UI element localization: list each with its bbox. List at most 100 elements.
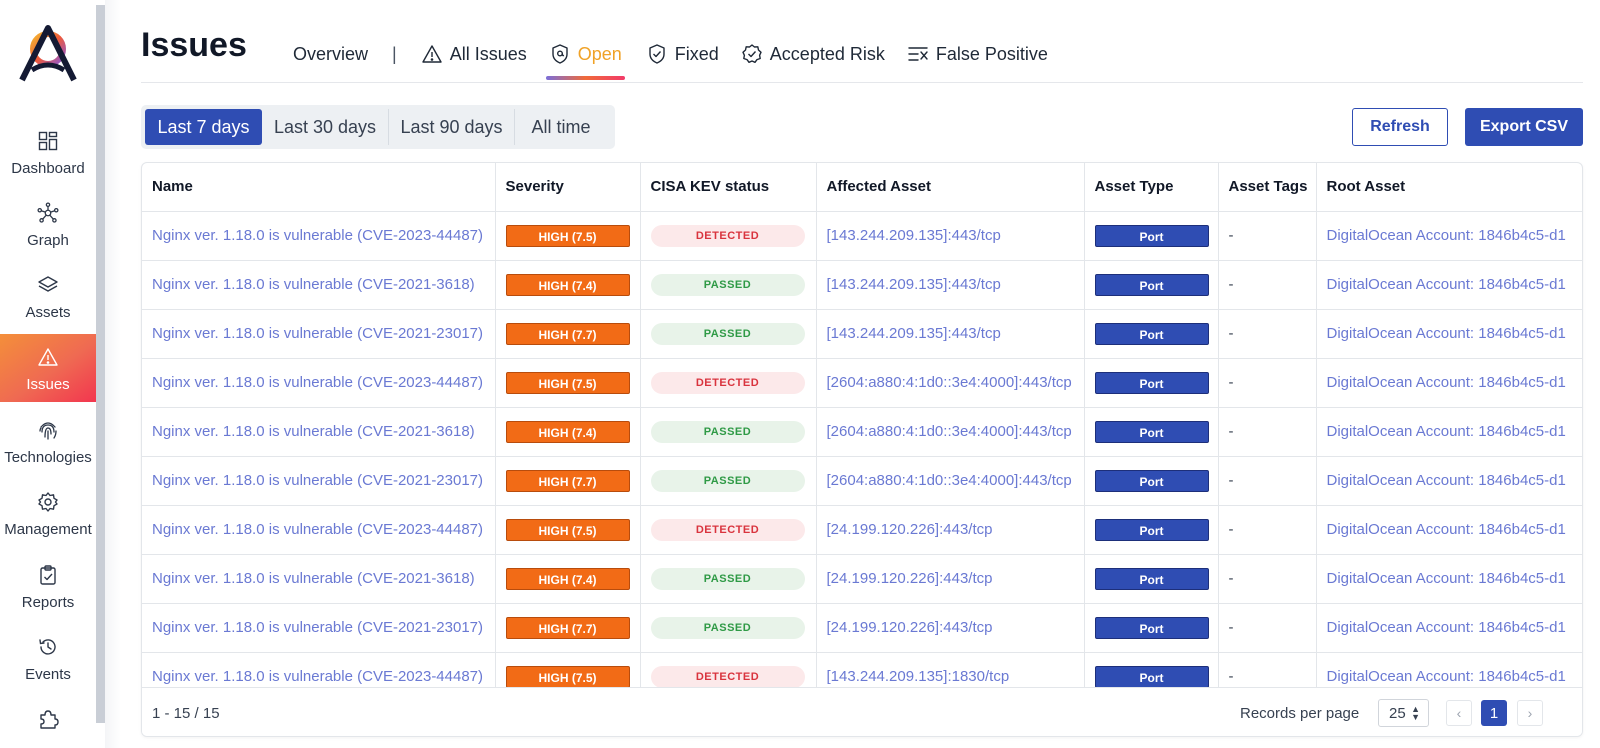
tab-label: Fixed <box>674 43 719 64</box>
asset-type-badge: Port <box>1094 224 1209 247</box>
affected-asset-link[interactable]: [143.244.209.135]:1830/tcp <box>816 652 1085 687</box>
kev-status-badge: PASSED <box>650 616 805 639</box>
records-count: 1 - 15 / 15 <box>152 704 220 722</box>
tab-overview[interactable]: Overview <box>293 40 368 68</box>
asset-type-cell: Port <box>1084 505 1219 555</box>
records-per-page-select[interactable]: 25 ▲ ▼ <box>1378 699 1429 727</box>
table-row: Nginx ver. 1.18.0 is vulnerable (CVE-202… <box>142 652 1582 687</box>
table-row: Nginx ver. 1.18.0 is vulnerable (CVE-202… <box>142 260 1582 310</box>
issue-name-link[interactable]: Nginx ver. 1.18.0 is vulnerable (CVE-202… <box>142 652 496 687</box>
page-1-button[interactable]: 1 <box>1481 700 1507 726</box>
asset-type-cell: Port <box>1084 603 1219 653</box>
affected-asset-link[interactable]: [143.244.209.135]:443/tcp <box>816 260 1085 310</box>
issue-name-link[interactable]: Nginx ver. 1.18.0 is vulnerable (CVE-202… <box>142 456 496 506</box>
previous-page-button[interactable]: ‹ <box>1446 700 1472 726</box>
export-csv-button[interactable]: Export CSV <box>1465 108 1583 146</box>
table-row: Nginx ver. 1.18.0 is vulnerable (CVE-202… <box>142 211 1582 261</box>
asset-type-cell: Port <box>1084 407 1219 457</box>
root-asset-link[interactable]: DigitalOcean Account: 1846b4c5-d1 <box>1316 358 1582 408</box>
column-header-asset-type[interactable]: Asset Type <box>1084 163 1219 212</box>
sidebar-item-events[interactable]: Events <box>0 628 96 696</box>
sidebar-item-label: Graph <box>27 232 69 249</box>
issue-name-link[interactable]: Nginx ver. 1.18.0 is vulnerable (CVE-202… <box>142 505 496 555</box>
shield-check-icon <box>646 43 668 65</box>
table-row: Nginx ver. 1.18.0 is vulnerable (CVE-202… <box>142 505 1582 555</box>
sidebar-shadow <box>105 0 121 748</box>
asset-type-badge: Port <box>1094 420 1209 443</box>
sidebar-item-management[interactable]: Management <box>0 483 96 551</box>
next-page-button[interactable]: › <box>1517 700 1543 726</box>
severity-cell: HIGH (7.7) <box>495 456 641 506</box>
sidebar-item-assets[interactable]: Assets <box>0 266 96 334</box>
table-scroll-area[interactable]: Name Severity CISA KEV status Affected A… <box>142 163 1582 687</box>
root-asset-link[interactable]: DigitalOcean Account: 1846b4c5-d1 <box>1316 652 1582 687</box>
asset-type-cell: Port <box>1084 211 1219 261</box>
tab-false-positive[interactable]: False Positive <box>907 40 1048 68</box>
issues-table: Name Severity CISA KEV status Affected A… <box>141 162 1583 737</box>
root-asset-link[interactable]: DigitalOcean Account: 1846b4c5-d1 <box>1316 407 1582 457</box>
issue-name-link[interactable]: Nginx ver. 1.18.0 is vulnerable (CVE-202… <box>142 603 496 653</box>
asset-type-badge: Port <box>1094 616 1209 639</box>
range-last-30-days[interactable]: Last 30 days <box>262 109 389 145</box>
severity-badge: HIGH (7.4) <box>505 273 630 296</box>
issue-name-link[interactable]: Nginx ver. 1.18.0 is vulnerable (CVE-202… <box>142 407 496 457</box>
root-asset-link[interactable]: DigitalOcean Account: 1846b4c5-d1 <box>1316 456 1582 506</box>
tab-open[interactable]: Open <box>545 40 625 80</box>
root-asset-link[interactable]: DigitalOcean Account: 1846b4c5-d1 <box>1316 211 1582 261</box>
asset-type-badge: Port <box>1094 567 1209 590</box>
issue-name-link[interactable]: Nginx ver. 1.18.0 is vulnerable (CVE-202… <box>142 358 496 408</box>
asset-tags-cell: - <box>1218 358 1317 408</box>
root-asset-link[interactable]: DigitalOcean Account: 1846b4c5-d1 <box>1316 554 1582 604</box>
column-header-name[interactable]: Name <box>142 163 496 212</box>
select-arrows-icon: ▲ ▼ <box>1411 704 1420 722</box>
tab-fixed[interactable]: Fixed <box>646 40 719 68</box>
affected-asset-link[interactable]: [143.244.209.135]:443/tcp <box>816 309 1085 359</box>
affected-asset-link[interactable]: [24.199.120.226]:443/tcp <box>816 554 1085 604</box>
tab-all-issues[interactable]: All Issues <box>421 40 527 68</box>
severity-cell: HIGH (7.5) <box>495 652 641 687</box>
refresh-button[interactable]: Refresh <box>1352 108 1448 146</box>
issue-name-link[interactable]: Nginx ver. 1.18.0 is vulnerable (CVE-202… <box>142 554 496 604</box>
sidebar-item-dashboard[interactable]: Dashboard <box>0 122 96 190</box>
affected-asset-link[interactable]: [2604:a880:4:1d0::3e4:4000]:443/tcp <box>816 456 1085 506</box>
asset-type-cell: Port <box>1084 358 1219 408</box>
time-range-filter: Last 7 days Last 30 days Last 90 days Al… <box>141 105 615 149</box>
column-header-root-asset[interactable]: Root Asset <box>1316 163 1582 212</box>
root-asset-link[interactable]: DigitalOcean Account: 1846b4c5-d1 <box>1316 505 1582 555</box>
sidebar-item-issues[interactable]: Issues <box>0 334 96 402</box>
affected-asset-link[interactable]: [2604:a880:4:1d0::3e4:4000]:443/tcp <box>816 358 1085 408</box>
sidebar-item-integrations[interactable] <box>0 700 96 748</box>
kev-status-badge: PASSED <box>650 469 805 492</box>
tab-accepted-risk[interactable]: Accepted Risk <box>741 40 885 68</box>
root-asset-link[interactable]: DigitalOcean Account: 1846b4c5-d1 <box>1316 309 1582 359</box>
column-header-asset-tags[interactable]: Asset Tags <box>1218 163 1317 212</box>
severity-cell: HIGH (7.5) <box>495 358 641 408</box>
column-header-severity[interactable]: Severity <box>495 163 641 212</box>
app-logo[interactable] <box>18 22 78 84</box>
issue-name-link[interactable]: Nginx ver. 1.18.0 is vulnerable (CVE-202… <box>142 309 496 359</box>
asset-tags-cell: - <box>1218 260 1317 310</box>
affected-asset-link[interactable]: [24.199.120.226]:443/tcp <box>816 603 1085 653</box>
root-asset-link[interactable]: DigitalOcean Account: 1846b4c5-d1 <box>1316 603 1582 653</box>
sidebar-scrollbar[interactable] <box>96 5 105 723</box>
sidebar-item-graph[interactable]: Graph <box>0 194 96 262</box>
affected-asset-link[interactable]: [2604:a880:4:1d0::3e4:4000]:443/tcp <box>816 407 1085 457</box>
root-asset-link[interactable]: DigitalOcean Account: 1846b4c5-d1 <box>1316 260 1582 310</box>
sidebar-item-label: Dashboard <box>11 160 85 177</box>
issue-name-link[interactable]: Nginx ver. 1.18.0 is vulnerable (CVE-202… <box>142 211 496 261</box>
kev-cell: PASSED <box>640 309 817 359</box>
issue-name-link[interactable]: Nginx ver. 1.18.0 is vulnerable (CVE-202… <box>142 260 496 310</box>
severity-cell: HIGH (7.4) <box>495 554 641 604</box>
range-last-90-days[interactable]: Last 90 days <box>389 109 515 145</box>
records-per-page-value: 25 <box>1389 704 1406 722</box>
asset-tags-cell: - <box>1218 407 1317 457</box>
column-header-affected-asset[interactable]: Affected Asset <box>816 163 1085 212</box>
affected-asset-link[interactable]: [143.244.209.135]:443/tcp <box>816 211 1085 261</box>
range-all-time[interactable]: All time <box>531 116 591 137</box>
sidebar-item-technologies[interactable]: Technologies <box>0 411 96 479</box>
affected-asset-link[interactable]: [24.199.120.226]:443/tcp <box>816 505 1085 555</box>
column-header-cisa-kev-status[interactable]: CISA KEV status <box>640 163 817 212</box>
layers-icon <box>37 274 59 296</box>
sidebar-item-reports[interactable]: Reports <box>0 556 96 624</box>
range-last-7-days[interactable]: Last 7 days <box>145 109 262 145</box>
